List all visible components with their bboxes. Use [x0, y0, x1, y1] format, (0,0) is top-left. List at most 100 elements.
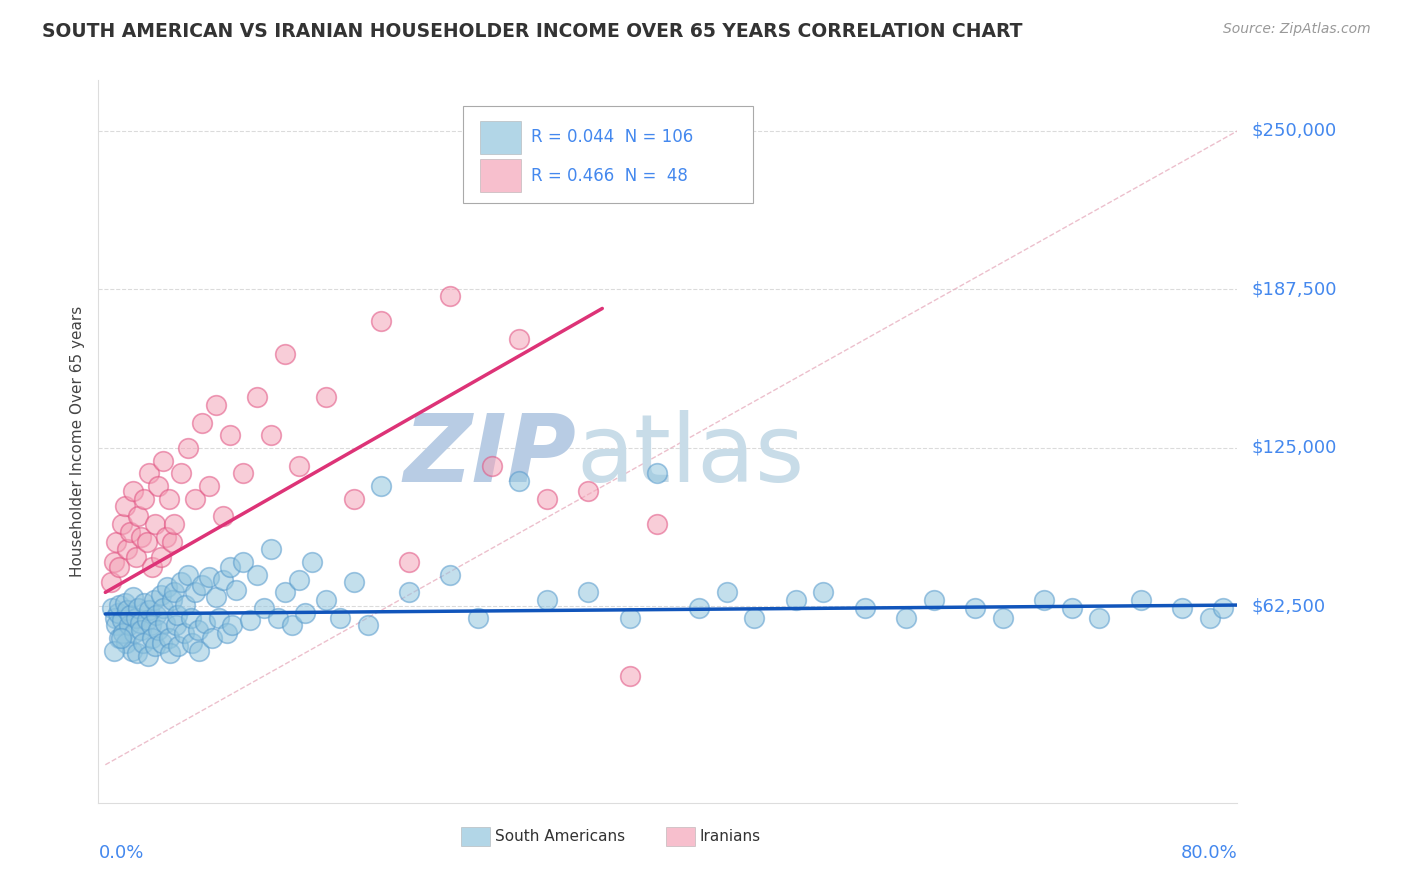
- Point: [647, 516, 669, 531]
- Point: [157, 491, 180, 506]
- Point: [152, 453, 174, 467]
- Point: [184, 491, 207, 506]
- Point: [124, 626, 146, 640]
- Point: [1088, 611, 1111, 625]
- Point: [131, 636, 153, 650]
- Text: South Americans: South Americans: [495, 830, 624, 844]
- Point: [107, 606, 129, 620]
- Point: [153, 615, 176, 630]
- Point: [260, 542, 283, 557]
- Text: R = 0.466  N =  48: R = 0.466 N = 48: [531, 167, 688, 185]
- Point: [260, 428, 283, 442]
- Point: [174, 598, 197, 612]
- Point: [1171, 600, 1194, 615]
- Text: $125,000: $125,000: [1251, 439, 1337, 457]
- Point: [218, 428, 240, 442]
- Point: [132, 595, 155, 609]
- Point: [329, 611, 352, 625]
- Point: [578, 585, 600, 599]
- Point: [343, 575, 366, 590]
- Point: [146, 479, 169, 493]
- Point: [1033, 593, 1056, 607]
- Point: [301, 555, 323, 569]
- Point: [105, 534, 128, 549]
- Point: [110, 631, 132, 645]
- Point: [398, 555, 420, 569]
- Text: Iranians: Iranians: [700, 830, 761, 844]
- Point: [370, 314, 392, 328]
- Point: [177, 567, 200, 582]
- Point: [108, 631, 131, 645]
- Point: [143, 639, 166, 653]
- Point: [170, 575, 193, 590]
- Point: [101, 600, 124, 615]
- Point: [103, 555, 125, 569]
- Point: [811, 585, 834, 599]
- Point: [138, 603, 160, 617]
- Point: [619, 669, 641, 683]
- Point: [146, 624, 169, 638]
- Point: [104, 611, 127, 625]
- Point: [125, 611, 148, 625]
- Point: [145, 608, 167, 623]
- Point: [143, 516, 166, 531]
- Point: [204, 591, 226, 605]
- Point: [439, 289, 461, 303]
- Point: [218, 560, 240, 574]
- Point: [129, 530, 152, 544]
- Point: [467, 611, 489, 625]
- Point: [181, 636, 204, 650]
- Text: Source: ZipAtlas.com: Source: ZipAtlas.com: [1223, 22, 1371, 37]
- Point: [128, 615, 150, 630]
- Point: [215, 626, 238, 640]
- Point: [139, 618, 162, 632]
- Point: [114, 499, 136, 513]
- Point: [191, 578, 214, 592]
- FancyBboxPatch shape: [479, 120, 522, 154]
- Point: [267, 611, 290, 625]
- Point: [198, 570, 221, 584]
- Point: [149, 588, 172, 602]
- Text: ZIP: ZIP: [404, 410, 576, 502]
- Point: [105, 618, 128, 632]
- Point: [232, 467, 254, 481]
- Point: [135, 534, 157, 549]
- Point: [125, 549, 148, 564]
- Point: [647, 467, 669, 481]
- Point: [108, 560, 131, 574]
- Point: [166, 608, 188, 623]
- Y-axis label: Householder Income Over 65 years: Householder Income Over 65 years: [69, 306, 84, 577]
- Point: [1212, 600, 1234, 615]
- Point: [280, 618, 302, 632]
- Point: [688, 600, 710, 615]
- Point: [135, 613, 157, 627]
- Point: [160, 534, 183, 549]
- Point: [115, 636, 138, 650]
- Point: [180, 611, 202, 625]
- Point: [165, 618, 187, 632]
- Point: [922, 593, 945, 607]
- Point: [201, 631, 224, 645]
- Point: [142, 593, 165, 607]
- Point: [127, 509, 149, 524]
- Point: [294, 606, 316, 620]
- Point: [125, 646, 148, 660]
- Point: [853, 600, 876, 615]
- Point: [120, 524, 142, 539]
- Point: [398, 585, 420, 599]
- Point: [122, 591, 145, 605]
- Text: R = 0.044  N = 106: R = 0.044 N = 106: [531, 128, 693, 146]
- Text: 0.0%: 0.0%: [98, 845, 143, 863]
- Point: [785, 593, 807, 607]
- Text: $250,000: $250,000: [1251, 122, 1337, 140]
- Point: [114, 595, 136, 609]
- Point: [163, 516, 186, 531]
- Point: [481, 458, 503, 473]
- Point: [155, 530, 177, 544]
- Point: [120, 608, 142, 623]
- Point: [118, 618, 141, 632]
- Point: [716, 585, 738, 599]
- Point: [156, 580, 179, 594]
- Point: [274, 347, 297, 361]
- Point: [315, 390, 337, 404]
